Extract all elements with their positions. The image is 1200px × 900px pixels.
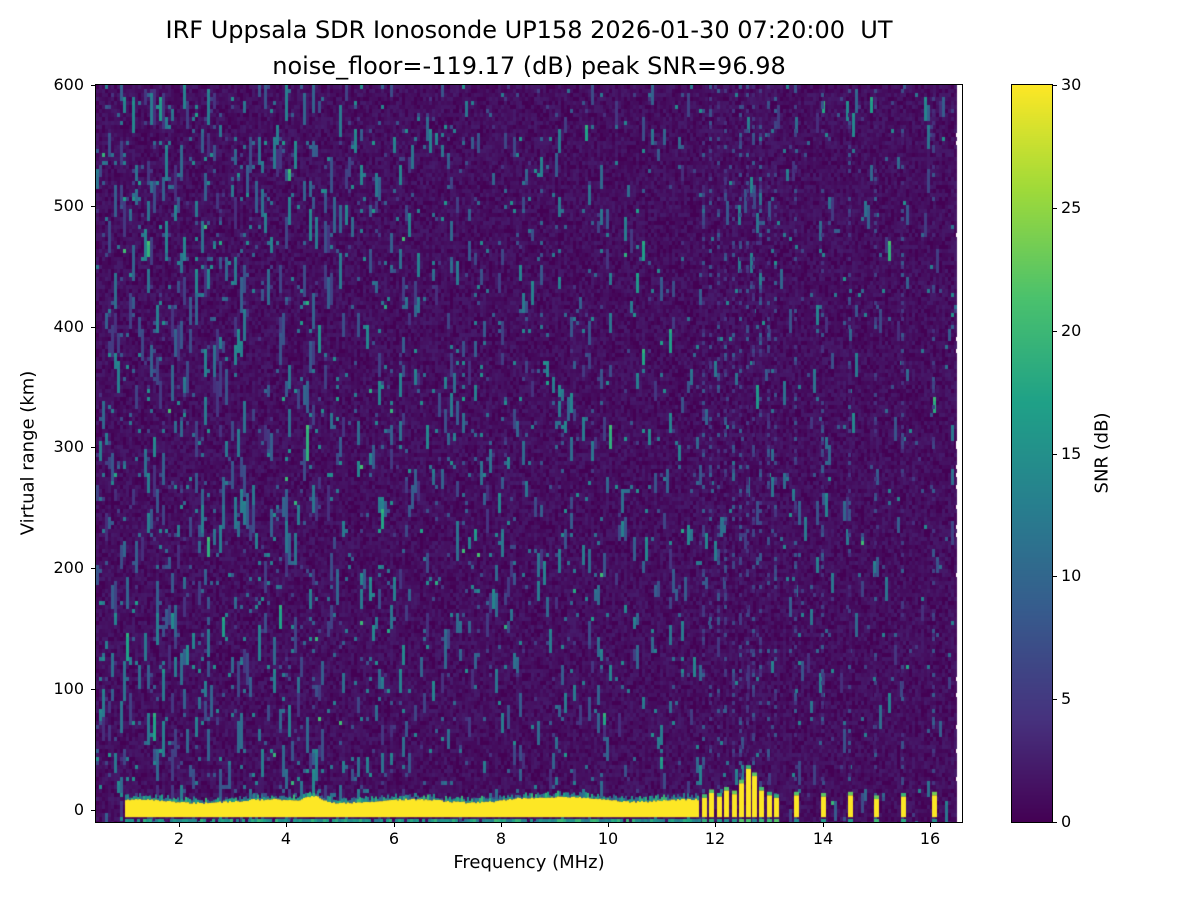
- colorbar-tick-label: 0: [1061, 812, 1072, 831]
- y-tick-label: 600: [53, 75, 84, 94]
- colorbar-label: SNR (dB): [1091, 412, 1113, 494]
- colorbar-tick-label: 25: [1061, 198, 1082, 217]
- colorbar-tick-mark: [1053, 822, 1057, 823]
- x-tick-label: 8: [495, 829, 507, 848]
- x-tick-mark: [286, 823, 287, 827]
- x-tick-label: 16: [919, 829, 941, 848]
- x-tick-mark: [930, 823, 931, 827]
- x-tick-label: 12: [704, 829, 726, 848]
- y-tick-label: 500: [53, 196, 84, 215]
- x-tick-mark: [715, 823, 716, 827]
- y-tick-mark: [91, 447, 95, 448]
- x-tick-label: 6: [388, 829, 400, 848]
- x-tick-label: 2: [173, 829, 185, 848]
- chart-title: IRF Uppsala SDR Ionosonde UP158 2026-01-…: [165, 16, 893, 44]
- colorbar-tick-label: 5: [1061, 689, 1072, 708]
- x-tick-mark: [823, 823, 824, 827]
- colorbar-tick-mark: [1053, 208, 1057, 209]
- chart-subtitle: noise_floor=-119.17 (dB) peak SNR=96.98: [272, 52, 786, 80]
- x-tick-mark: [394, 823, 395, 827]
- y-tick-label: 200: [53, 558, 84, 577]
- y-tick-mark: [91, 327, 95, 328]
- colorbar-tick-label: 30: [1061, 75, 1082, 94]
- colorbar-tick-label: 20: [1061, 321, 1082, 340]
- y-tick-mark: [91, 810, 95, 811]
- x-tick-label: 4: [280, 829, 292, 848]
- colorbar-canvas: [1012, 85, 1052, 822]
- y-tick-mark: [91, 689, 95, 690]
- colorbar-tick-label: 15: [1061, 444, 1082, 463]
- y-tick-label: 100: [53, 679, 84, 698]
- y-tick-label: 0: [73, 800, 84, 819]
- y-tick-mark: [91, 206, 95, 207]
- colorbar-tick-mark: [1053, 699, 1057, 700]
- y-axis-label: Virtual range (km): [17, 370, 39, 536]
- x-tick-label: 10: [597, 829, 619, 848]
- x-tick-mark: [501, 823, 502, 827]
- colorbar-tick-mark: [1053, 331, 1057, 332]
- x-tick-mark: [608, 823, 609, 827]
- colorbar-tick-mark: [1053, 576, 1057, 577]
- y-tick-label: 300: [53, 437, 84, 456]
- heatmap-canvas: [96, 85, 962, 822]
- x-axis-label: Frequency (MHz): [453, 852, 605, 873]
- y-tick-mark: [91, 568, 95, 569]
- colorbar-tick-label: 10: [1061, 566, 1082, 585]
- colorbar-tick-mark: [1053, 85, 1057, 86]
- colorbar-tick-mark: [1053, 454, 1057, 455]
- y-tick-label: 400: [53, 317, 84, 336]
- x-tick-label: 14: [812, 829, 834, 848]
- x-tick-mark: [179, 823, 180, 827]
- y-tick-mark: [91, 85, 95, 86]
